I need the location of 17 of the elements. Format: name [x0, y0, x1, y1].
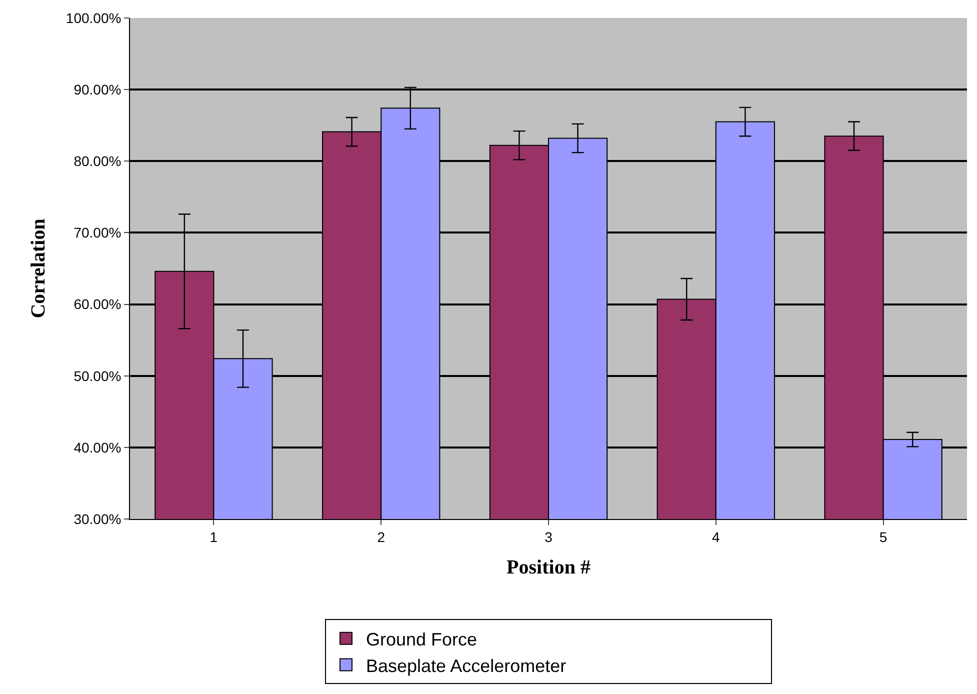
y-tick-label: 60.00%	[74, 296, 122, 312]
y-tick-label: 50.00%	[74, 368, 122, 384]
x-axis-title: Position #	[506, 556, 590, 578]
x-tick-label: 4	[712, 528, 720, 545]
y-tick-label: 80.00%	[74, 153, 122, 170]
x-tick-label: 2	[377, 528, 386, 545]
y-tick-label: 90.00%	[74, 81, 122, 98]
y-tick-label: 30.00%	[74, 510, 122, 527]
y-axis-title: Correlation	[27, 218, 50, 318]
x-tick-label: 3	[544, 528, 553, 545]
y-tick-label: 70.00%	[74, 224, 122, 241]
x-tick-label: 1	[210, 528, 218, 545]
legend-label: Ground Force	[366, 629, 478, 650]
y-tick-label: 100.00%	[66, 10, 122, 26]
legend-label: Baseplate Accelerometer	[366, 656, 566, 676]
x-tick-label: 5	[879, 528, 888, 545]
y-tick-label: 40.00%	[74, 439, 122, 456]
